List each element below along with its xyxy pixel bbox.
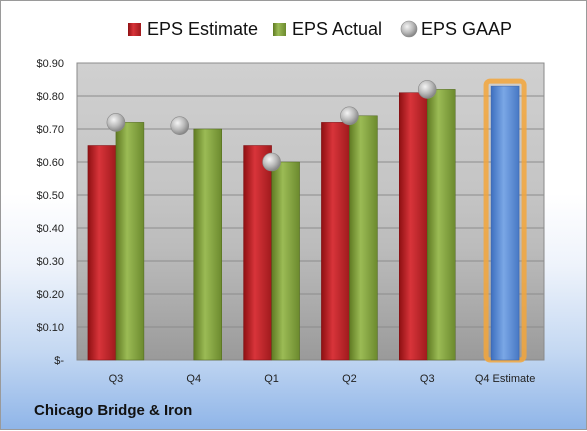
legend-label: EPS Actual — [292, 19, 382, 39]
y-tick-label: $0.60 — [36, 157, 64, 169]
y-tick-label: $0.40 — [36, 223, 64, 235]
next-estimate-bar — [490, 85, 520, 361]
legend-label: EPS GAAP — [421, 19, 512, 39]
legend-label: EPS Estimate — [147, 19, 258, 39]
eps-gaap-marker — [170, 116, 190, 135]
eps-estimate-bar — [399, 92, 428, 361]
x-tick-label: Q4 — [186, 373, 201, 385]
x-tick-label: Q1 — [264, 373, 279, 385]
y-tick-label: $0.80 — [36, 91, 64, 103]
eps-estimate-bar — [87, 145, 117, 361]
gridlines — [77, 62, 544, 328]
legend: EPS Estimate EPS Actual EPS GAAP — [128, 19, 512, 39]
eps-gaap-marker — [262, 152, 281, 172]
y-tick-label: $- — [54, 355, 64, 367]
eps-gaap-marker — [106, 113, 126, 132]
x-axis-labels: Q3 Q4 Q1 Q2 Q3 Q4 Estimate — [109, 373, 536, 385]
plot-area — [76, 62, 545, 361]
y-tick-label: $0.10 — [36, 322, 64, 334]
legend-swatch — [273, 23, 286, 36]
eps-actual-bar — [349, 115, 378, 361]
eps-actual-bar — [193, 128, 222, 361]
chart-title: Chicago Bridge & Iron — [34, 402, 193, 419]
eps-estimate-bar — [243, 145, 272, 361]
eps-gaap-marker — [417, 80, 437, 99]
gaap-markers — [106, 80, 437, 172]
y-tick-label: $0.90 — [36, 58, 64, 70]
bars — [87, 78, 527, 363]
x-tick-label: Q3 — [109, 373, 124, 385]
eps-estimate-bar — [321, 122, 350, 361]
legend-swatch — [400, 20, 418, 38]
eps-actual-bar — [271, 161, 300, 361]
y-tick-label: $0.50 — [36, 190, 64, 202]
legend-swatch — [128, 23, 141, 36]
x-tick-label: Q4 Estimate — [475, 373, 536, 385]
y-axis-labels: $- $0.10 $0.20 $0.30 $0.40 $0.50 $0.60 $0.70 $0.… — [36, 58, 64, 367]
eps-actual-bar — [115, 122, 145, 361]
eps-gaap-marker — [340, 106, 359, 126]
y-tick-label: $0.70 — [36, 124, 64, 136]
y-tick-label: $0.20 — [36, 289, 64, 301]
x-tick-label: Q3 — [420, 373, 435, 385]
eps-actual-bar — [427, 89, 456, 361]
y-tick-label: $0.30 — [36, 256, 64, 268]
x-tick-label: Q2 — [342, 373, 357, 385]
